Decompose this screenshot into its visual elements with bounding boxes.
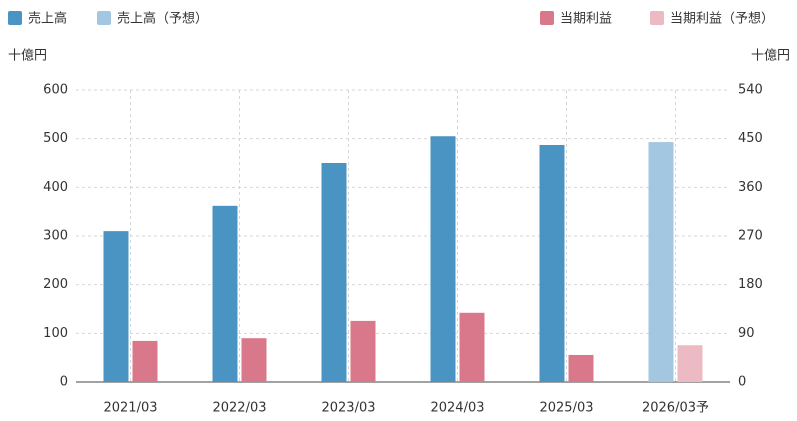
y2-tick-label: 450 (738, 131, 763, 146)
bar (677, 345, 703, 382)
y-tick-label: 100 (43, 326, 68, 341)
x-tick-label: 2022/03 (212, 401, 266, 416)
bar (321, 163, 347, 382)
y-tick-label: 200 (43, 277, 68, 292)
bar (430, 136, 456, 382)
bar (212, 205, 238, 382)
y-tick-label: 400 (43, 180, 68, 195)
y2-tick-label: 540 (738, 83, 763, 98)
legend-label: 当期利益 (560, 12, 612, 27)
y-tick-label: 300 (43, 229, 68, 244)
bar (648, 142, 674, 382)
y-axis-label: 十億円 (8, 48, 47, 64)
legend-swatch (540, 11, 554, 25)
legend-label: 当期利益（予想） (670, 11, 774, 27)
legend-label: 売上高 (28, 11, 67, 27)
y-tick-label: 0 (60, 375, 68, 390)
x-tick-label: 2023/03 (321, 401, 375, 416)
y2-tick-label: 0 (738, 375, 746, 390)
legend-label: 売上高（予想） (117, 11, 208, 27)
bar (459, 312, 485, 382)
y2-tick-label: 180 (738, 277, 763, 292)
bar (241, 338, 267, 382)
y-tick-label: 500 (43, 131, 68, 146)
bar (103, 231, 129, 382)
x-tick-label: 2026/03予 (642, 401, 709, 416)
legend-swatch (8, 11, 22, 25)
y2-tick-label: 270 (738, 229, 763, 244)
y2-axis-label: 十億円 (751, 48, 790, 64)
x-tick-label: 2021/03 (103, 401, 157, 416)
bar (539, 144, 565, 382)
y2-tick-label: 360 (738, 180, 763, 195)
bar (568, 354, 594, 382)
x-tick-label: 2025/03 (539, 401, 593, 416)
bar (132, 340, 158, 382)
y2-tick-label: 90 (738, 326, 755, 341)
y-tick-label: 600 (43, 83, 68, 98)
legend-swatch (97, 11, 111, 25)
x-tick-label: 2024/03 (430, 401, 484, 416)
bar (350, 320, 376, 382)
legend-swatch (650, 11, 664, 25)
